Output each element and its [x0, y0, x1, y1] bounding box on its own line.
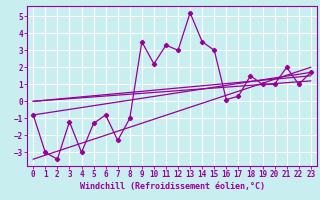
X-axis label: Windchill (Refroidissement éolien,°C): Windchill (Refroidissement éolien,°C) [79, 182, 265, 191]
